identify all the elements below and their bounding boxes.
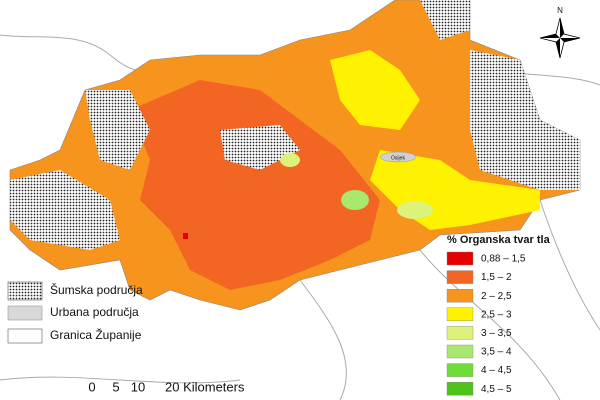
legend-label: 1,5 – 2: [481, 272, 512, 283]
border-swatch: [7, 328, 43, 344]
region-2-5-3-north: [330, 50, 420, 130]
layer-label: Granica Županije: [50, 327, 142, 342]
patch-red: [183, 233, 188, 239]
patch-3-3-5-east: [397, 201, 433, 219]
legend-swatch: [446, 326, 474, 340]
legend-label: 4,5 – 5: [481, 384, 512, 395]
legend-label: 2 – 2,5: [481, 291, 512, 302]
forest-center: [85, 90, 150, 170]
legend-label: 3 – 3,5: [481, 328, 512, 339]
forest-swatch: [7, 281, 43, 301]
urban-swatch: [7, 305, 43, 321]
region-1-5-2: [130, 80, 380, 290]
legend-swatch: [446, 363, 474, 377]
north-label: N: [557, 6, 563, 15]
forest-east: [470, 50, 580, 190]
legend-swatch: [446, 270, 474, 284]
layer-label: Urbana područja: [50, 305, 139, 319]
legend-label: 4 – 4,5: [481, 365, 512, 376]
legend-swatch: [446, 289, 474, 303]
scale-label: 20 Kilometers: [165, 379, 245, 394]
scale-label: 10: [131, 379, 145, 394]
county: Osijek: [9, 0, 581, 311]
legend: 0,88 – 1,5 1,5 – 2 2 – 2,5 2,5 – 3 3 – 3,5 3,…: [446, 251, 526, 396]
layer-label: Šumska područja: [50, 282, 143, 297]
legend-label: 0,88 – 1,5: [481, 254, 526, 265]
legend-swatch: [446, 307, 474, 321]
urban-area: [379, 151, 417, 163]
legend-swatch: [446, 382, 474, 396]
legend-label: 2,5 – 3: [481, 309, 512, 320]
scale-bar: 0 5 10 20 Kilometers: [88, 379, 245, 394]
legend-title: % Organska tvar tla: [447, 234, 551, 246]
legend-swatch: [446, 344, 474, 359]
north-arrow: N: [539, 6, 581, 59]
forest-north: [420, 0, 470, 40]
legend-label: 3,5 – 4: [481, 347, 512, 358]
scale-label: 5: [112, 379, 119, 394]
layer-legend: Šumska područja Urbana područja Granica …: [7, 281, 143, 344]
forest-center-2: [220, 125, 300, 170]
city-label: Osijek: [391, 155, 405, 161]
patch-3-3-5: [280, 153, 300, 167]
legend-swatch: [446, 251, 474, 266]
patch-3-5-4: [341, 190, 369, 210]
forest-west: [10, 170, 120, 250]
scale-label: 0: [88, 379, 95, 394]
